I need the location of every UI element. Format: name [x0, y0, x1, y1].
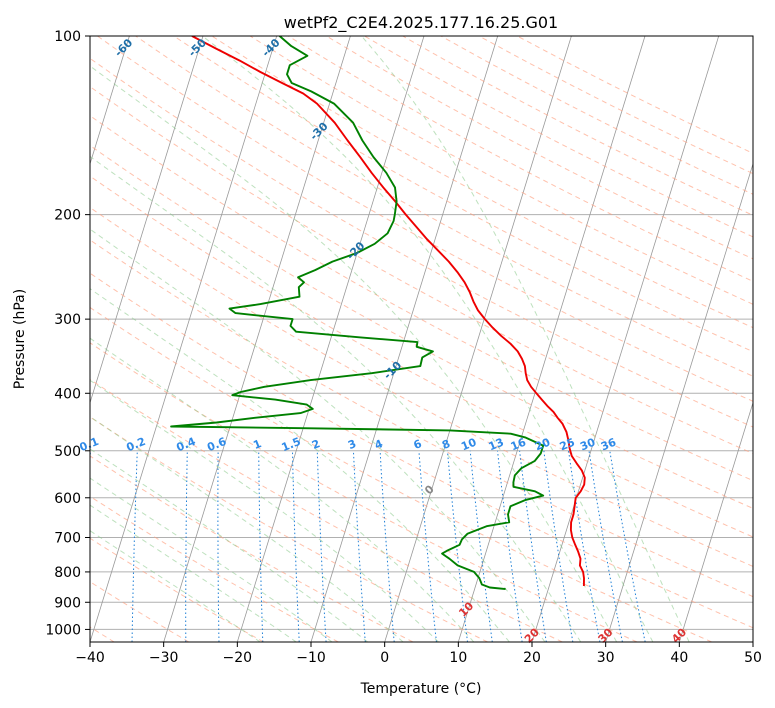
mixing-ratio-line [379, 450, 395, 642]
mixing-ratio-label: 1 [251, 437, 263, 452]
isotherm-line [384, 36, 572, 642]
y-axis-label: Pressure (hPa) [12, 289, 28, 389]
mixing-ratio-label: 2 [310, 437, 322, 452]
moist-adiabat-line [90, 530, 261, 642]
chart-title: wetPf2_C2E4.2025.177.16.25.G01 [284, 13, 558, 33]
moist-adiabat-line [90, 504, 297, 642]
dry-adiabat-line [90, 175, 753, 538]
isotherm-line [163, 36, 351, 642]
moist-adiabat-line [90, 379, 439, 642]
isotherm-line [678, 401, 753, 642]
y-tick-label: 800 [54, 565, 81, 581]
mixing-ratio-label: 20 [533, 436, 552, 454]
moist-adiabat-line [90, 448, 368, 642]
y-tick-label: 600 [54, 491, 81, 507]
axis-layer: −40 −30 −20 −10 0 10 20 30 40 50 100 200 300 400 500 60… [45, 29, 762, 666]
y-tick-label: 300 [54, 312, 81, 328]
moist-adiabat-line [90, 477, 333, 642]
mixing-ratio-line [469, 450, 493, 642]
isotherm-line [605, 162, 753, 642]
isotherm-line [310, 36, 499, 642]
x-tick-label: 10 [449, 650, 467, 666]
dry-adiabat-line [90, 206, 753, 567]
y-tick-label: 500 [54, 444, 81, 460]
x-tick-label: −40 [75, 650, 105, 666]
x-tick-label: 50 [744, 650, 762, 666]
dry-adiabat-line [90, 86, 753, 455]
mixing-ratio-label: 13 [487, 436, 506, 454]
dry-adiabat-line [173, 36, 753, 353]
mixing-ratio-label: 36 [599, 436, 618, 454]
mixing-ratio-label: 3 [346, 437, 358, 452]
x-tick-label: 20 [523, 650, 541, 666]
isotherm-line [531, 36, 720, 642]
mixing-ratio-label: 10 [459, 436, 478, 454]
dry-adiabat-line [249, 36, 753, 305]
isotherm-line [90, 36, 204, 405]
dry-adiabat-line [90, 581, 190, 642]
plot-layer [90, 36, 753, 642]
mixing-ratio-line [447, 450, 468, 642]
mixing-ratio-line [609, 450, 646, 642]
dewpoint-trace [170, 36, 545, 591]
y-tick-label: 400 [54, 386, 81, 402]
mixing-ratio-line [519, 450, 547, 642]
x-tick-label: 0 [380, 650, 389, 666]
x-tick-label: 30 [597, 650, 615, 666]
dry-adiabat-line [90, 378, 563, 642]
moist-adiabat-line [202, 36, 654, 642]
dry-adiabat-line [90, 455, 414, 642]
y-tick-label: 100 [54, 29, 81, 45]
mixing-ratio-label: 16 [509, 436, 528, 454]
mixing-ratio-label: 25 [558, 436, 577, 454]
moist-adiabat-line [90, 228, 546, 642]
dry-adiabat-line [90, 342, 638, 642]
y-tick-label: 1000 [45, 622, 81, 638]
mixing-ratio-line [497, 450, 523, 642]
moist-adiabat-line [90, 416, 404, 642]
mixing-ratio-line [352, 450, 366, 642]
dry-adiabat-line [90, 306, 712, 642]
temperature-trace [191, 36, 586, 587]
y-tick-label: 200 [54, 208, 81, 224]
dry-adiabat-line [90, 115, 753, 482]
moist-adiabat-line [90, 288, 510, 642]
mixing-ratio-line [316, 450, 327, 642]
dry-adiabat-line [90, 272, 753, 629]
isotherm-line [90, 36, 130, 166]
x-tick-label: −20 [223, 650, 253, 666]
y-tick-label: 900 [54, 595, 81, 611]
x-tick-label: 40 [670, 650, 688, 666]
dry-adiabat-line [90, 537, 264, 642]
dry-adiabat-line [90, 416, 488, 642]
y-tick-label: 700 [54, 531, 81, 547]
isotherm-line [457, 36, 646, 642]
mixing-ratio-line [418, 450, 437, 642]
mixing-ratio-label: 8 [440, 437, 452, 452]
x-tick-label: −10 [296, 650, 326, 666]
isotherm-line [90, 36, 278, 642]
dry-adiabat-line [97, 36, 753, 402]
isotherm-line [236, 36, 425, 642]
x-tick-label: −30 [149, 650, 179, 666]
x-axis-label: Temperature (°C) [360, 681, 482, 697]
mixing-ratio-label: 30 [578, 436, 597, 454]
moist-adiabat-line [90, 337, 475, 642]
plot-frame [89, 35, 754, 643]
moist-adiabat-line [361, 36, 690, 642]
